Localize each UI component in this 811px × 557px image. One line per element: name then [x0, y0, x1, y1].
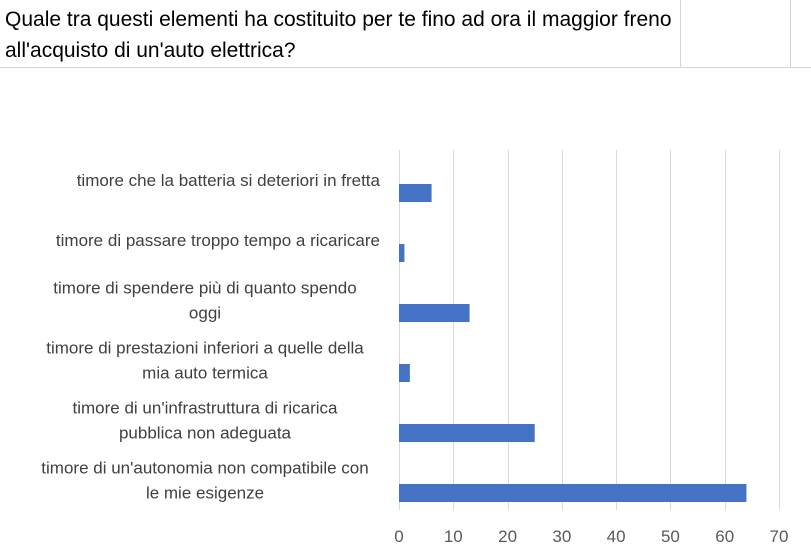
x-tick-labels: 0 10 20 30 40 50 60 70: [394, 527, 788, 546]
bar: [399, 484, 747, 502]
bar: [399, 424, 535, 442]
category-label: timore di passare troppo tempo a ricaric…: [56, 231, 380, 250]
question-text: Quale tra questi elementi ha costituito …: [5, 8, 672, 62]
category-label: timore di un'autonomia non compatibile c…: [41, 459, 368, 503]
category-labels: timore che la batteria si deteriori in f…: [41, 171, 380, 503]
x-tick-label: 50: [661, 527, 680, 546]
category-label: timore di un'infrastruttura di ricarica p…: [73, 399, 338, 443]
bar: [399, 244, 405, 262]
x-tick-label: 40: [607, 527, 626, 546]
x-tick-label: 0: [394, 527, 403, 546]
question-cell: Quale tra questi elementi ha costituito …: [0, 0, 811, 68]
category-label: timore di spendere più di quanto spendo o…: [53, 279, 356, 323]
category-label: timore di prestazioni inferiori a quelle…: [46, 339, 364, 383]
bar: [399, 184, 432, 202]
cell-divider: [790, 0, 791, 68]
bar: [399, 364, 410, 382]
bar: [399, 304, 470, 322]
x-tick-label: 60: [715, 527, 734, 546]
gridlines: [399, 150, 780, 510]
bars: [399, 184, 747, 502]
x-tick-label: 10: [444, 527, 463, 546]
x-tick-label: 70: [770, 527, 789, 546]
cell-divider: [680, 0, 681, 68]
x-tick-label: 30: [552, 527, 571, 546]
category-label: timore che la batteria si deteriori in f…: [77, 171, 381, 190]
x-tick-label: 20: [498, 527, 517, 546]
